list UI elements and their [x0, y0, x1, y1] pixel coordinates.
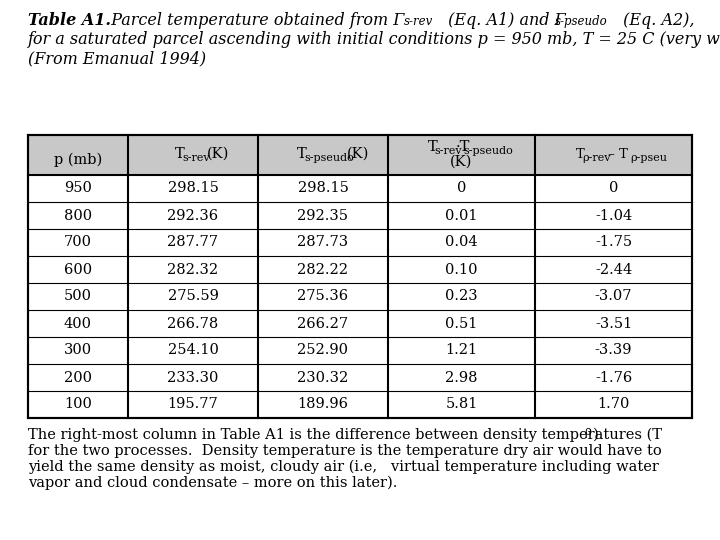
Text: T: T [575, 147, 584, 160]
Text: -1.75: -1.75 [595, 235, 632, 249]
Text: – T: – T [603, 147, 627, 160]
Text: 275.36: 275.36 [297, 289, 348, 303]
Text: -3.51: -3.51 [595, 316, 632, 330]
Text: 0.10: 0.10 [445, 262, 478, 276]
Text: 233.30: 233.30 [167, 370, 219, 384]
Text: -3.39: -3.39 [595, 343, 632, 357]
Text: 298.15: 298.15 [297, 181, 348, 195]
Text: ρ: ρ [584, 425, 591, 438]
Text: Parcel temperature obtained from Γ: Parcel temperature obtained from Γ [101, 12, 405, 29]
Text: vapor and cloud condensate – more on this later).: vapor and cloud condensate – more on thi… [28, 476, 397, 490]
Text: ): ) [593, 428, 599, 442]
Text: -2.44: -2.44 [595, 262, 632, 276]
Text: 266.78: 266.78 [167, 316, 219, 330]
Text: s-rev: s-rev [404, 15, 433, 28]
Text: -3.07: -3.07 [595, 289, 632, 303]
Text: T: T [175, 147, 185, 161]
Text: 282.22: 282.22 [297, 262, 348, 276]
Text: (K): (K) [450, 155, 473, 169]
Text: (K): (K) [347, 147, 369, 161]
Text: Table A1.: Table A1. [28, 12, 111, 29]
Text: 1.70: 1.70 [598, 397, 630, 411]
Text: s-rev: s-rev [434, 146, 462, 156]
Text: 266.27: 266.27 [297, 316, 348, 330]
Text: 287.77: 287.77 [168, 235, 218, 249]
Text: yield the same density as moist, cloudy air (i.e,   virtual temperature includin: yield the same density as moist, cloudy … [28, 460, 659, 475]
Text: 287.73: 287.73 [297, 235, 348, 249]
Text: 189.96: 189.96 [297, 397, 348, 411]
Bar [28, 391, 692, 418]
Text: 950: 950 [64, 181, 92, 195]
Bar [28, 202, 692, 229]
Text: 195.77: 195.77 [168, 397, 218, 411]
Text: 0: 0 [456, 181, 466, 195]
Bar [28, 175, 692, 202]
Text: 275.59: 275.59 [168, 289, 218, 303]
Text: ρ-pseu: ρ-pseu [631, 153, 667, 163]
Bar [28, 135, 692, 175]
Bar [28, 256, 692, 283]
Bar [28, 364, 692, 391]
Bar [28, 283, 692, 310]
Text: 500: 500 [64, 289, 92, 303]
Text: s-pseudo: s-pseudo [555, 15, 608, 28]
Text: 282.32: 282.32 [168, 262, 219, 276]
Text: (From Emanual 1994): (From Emanual 1994) [28, 50, 206, 67]
Text: T: T [297, 147, 307, 161]
Text: 600: 600 [64, 262, 92, 276]
Text: 292.36: 292.36 [168, 208, 219, 222]
Text: 298.15: 298.15 [168, 181, 218, 195]
Text: for the two processes.  Density temperature is the temperature dry air would hav: for the two processes. Density temperatu… [28, 444, 662, 458]
Text: (Eq. A2),: (Eq. A2), [618, 12, 695, 29]
Bar [28, 135, 692, 418]
Text: ·T: ·T [456, 140, 470, 154]
Text: 252.90: 252.90 [297, 343, 348, 357]
Text: 292.35: 292.35 [297, 208, 348, 222]
Text: The right-most column in Table A1 is the difference between density temperatures: The right-most column in Table A1 is the… [28, 428, 662, 442]
Bar [28, 229, 692, 256]
Text: 100: 100 [64, 397, 92, 411]
Text: 400: 400 [64, 316, 92, 330]
Text: for a saturated parcel ascending with initial conditions p = 950 mb, T = 25 C (v: for a saturated parcel ascending with in… [28, 31, 720, 48]
Text: 1.21: 1.21 [446, 343, 477, 357]
Text: 0.01: 0.01 [445, 208, 478, 222]
Bar [28, 337, 692, 364]
Text: 0.04: 0.04 [445, 235, 478, 249]
Text: 700: 700 [64, 235, 92, 249]
Text: T: T [428, 140, 437, 154]
Text: s-pseudo: s-pseudo [304, 153, 354, 163]
Text: -1.76: -1.76 [595, 370, 632, 384]
Text: (K): (K) [207, 147, 230, 161]
Text: 800: 800 [64, 208, 92, 222]
Text: 300: 300 [64, 343, 92, 357]
Text: 254.10: 254.10 [168, 343, 218, 357]
Text: 0.51: 0.51 [445, 316, 477, 330]
Text: 200: 200 [64, 370, 92, 384]
Text: (Eq. A1) and Γ: (Eq. A1) and Γ [443, 12, 566, 29]
Text: ρ-rev: ρ-rev [582, 153, 611, 163]
Text: 2.98: 2.98 [445, 370, 478, 384]
Text: s-rev: s-rev [182, 153, 210, 163]
Text: 0: 0 [609, 181, 618, 195]
Text: p (mb): p (mb) [54, 153, 102, 167]
Text: 230.32: 230.32 [297, 370, 348, 384]
Text: 0.23: 0.23 [445, 289, 478, 303]
Text: -1.04: -1.04 [595, 208, 632, 222]
Text: 5.81: 5.81 [445, 397, 477, 411]
Text: s-pseudo: s-pseudo [464, 146, 513, 156]
Bar [28, 310, 692, 337]
